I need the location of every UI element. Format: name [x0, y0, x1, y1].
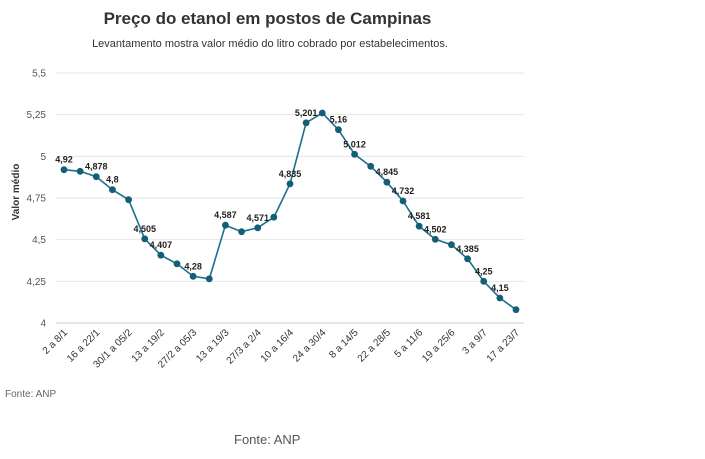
y-tick-label: 5,5 [32, 69, 46, 80]
y-axis-title: Valor médio [11, 164, 22, 221]
data-point [238, 228, 245, 236]
x-tick-label: 2 a 8/1 [41, 327, 71, 357]
data-label: 5,16 [330, 115, 348, 125]
series-line-layer [63, 111, 517, 311]
data-point [270, 213, 278, 221]
data-point [109, 186, 116, 194]
data-label: 4,845 [376, 167, 399, 177]
data-points-layer [60, 109, 520, 314]
data-point [351, 150, 358, 158]
data-point [173, 260, 181, 268]
data-point [496, 294, 504, 302]
source-caption: Fonte: ANP [234, 432, 301, 447]
data-point [205, 275, 213, 283]
data-point [254, 224, 262, 232]
y-tick-label: 4,75 [27, 194, 47, 205]
chart-title: Preço do etanol em postos de Campinas [103, 9, 432, 28]
data-point [431, 235, 439, 243]
data-label: 4,732 [392, 186, 415, 196]
data-point [302, 119, 310, 127]
data-point [286, 180, 294, 188]
data-label: 4,878 [85, 162, 108, 172]
data-point [480, 277, 488, 285]
x-tick-label: 17 a 23/7 [485, 327, 523, 365]
source-note: Fonte: ANP [5, 389, 57, 400]
y-tick-label: 4 [40, 319, 46, 330]
x-tick-label: 19 a 25/6 [420, 327, 458, 365]
data-point [335, 126, 342, 134]
data-label: 4,587 [214, 210, 237, 220]
data-labels-layer: 4,92 4,878 4,8 4,505 4,407 4,28 4,587 4,571 4,83… [55, 108, 508, 293]
data-point [60, 166, 68, 174]
data-label: 4,502 [424, 224, 447, 234]
data-label: 4,581 [408, 211, 431, 221]
x-tick-label: 22 a 28/5 [356, 327, 394, 365]
grid-layer [56, 72, 524, 282]
data-label: 4,407 [150, 240, 173, 250]
data-point [318, 109, 326, 117]
data-label: 4,15 [491, 283, 509, 293]
data-point [125, 196, 132, 204]
data-point [141, 235, 149, 243]
x-tick-label: 27/3 a 2/4 [225, 327, 265, 367]
y-tick-label: 5 [40, 152, 46, 163]
data-point [92, 173, 100, 181]
data-point [383, 178, 391, 186]
data-point [415, 222, 423, 230]
data-point [399, 197, 407, 205]
data-point [367, 162, 375, 170]
data-point [464, 255, 471, 263]
y-tick-label: 4,25 [27, 277, 47, 288]
series-line [63, 111, 517, 311]
data-label: 4,571 [246, 213, 269, 223]
data-label: 4,25 [475, 266, 493, 276]
data-label: 4,92 [55, 155, 73, 165]
chart-subtitle: Levantamento mostra valor médio do litro… [92, 38, 448, 50]
data-label: 5,012 [343, 139, 366, 149]
y-tick-label: 4,5 [32, 235, 46, 246]
data-label: 4,385 [456, 244, 479, 254]
data-label: 4,28 [184, 261, 202, 271]
data-point [448, 241, 455, 249]
data-point [222, 221, 229, 229]
data-label: 4,835 [279, 169, 302, 179]
data-label: 4,505 [133, 224, 156, 234]
data-point [189, 272, 197, 280]
data-label: 5,201 [295, 108, 318, 118]
data-point [76, 167, 84, 175]
y-tick-label: 5,25 [27, 110, 47, 121]
data-label: 4,8 [106, 175, 119, 185]
data-point [157, 251, 165, 259]
data-point [512, 306, 520, 314]
x-tick-label: 3 a 9/7 [460, 327, 490, 357]
x-tick-label: 24 a 30/4 [291, 327, 329, 365]
x-tick-label: 10 a 16/4 [259, 327, 297, 365]
